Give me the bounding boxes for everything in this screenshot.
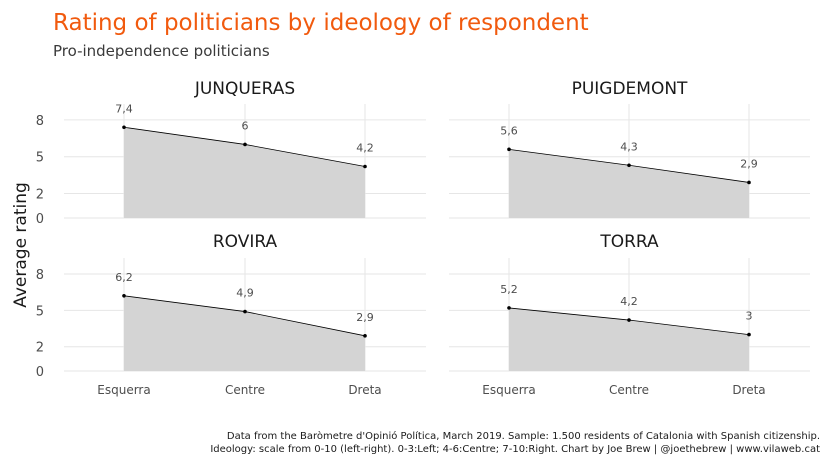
data-label-torra: 5,2 — [500, 283, 518, 296]
y-tick-label: 8 — [36, 114, 44, 129]
data-point-junqueras — [122, 125, 126, 130]
data-point-junqueras — [243, 142, 247, 147]
data-point-torra — [507, 306, 511, 310]
x-tick-label: Centre — [609, 383, 649, 397]
data-point-rovira — [243, 309, 247, 314]
y-tick-label: 8 — [36, 268, 44, 283]
data-point-junqueras — [363, 164, 367, 169]
data-point-puigdemont — [627, 163, 631, 168]
y-tick-label: 5 — [36, 151, 44, 166]
y-axis-label: Average rating — [11, 182, 31, 308]
data-label-junqueras: 6 — [242, 119, 249, 132]
data-point-puigdemont — [507, 147, 511, 152]
data-label-puigdemont: 5,6 — [500, 124, 518, 137]
facet-panels: JUNQUERAS 0 2 5 8 7,4 6 4,2 PUIGDEMONT 5,6 4,3 2,9 R… — [36, 79, 810, 397]
y-tick-label: 2 — [36, 187, 44, 202]
x-tick-label: Centre — [225, 383, 265, 397]
y-tick-label: 5 — [36, 304, 44, 319]
data-label-rovira: 2,9 — [356, 311, 374, 324]
chart-subtitle: Pro-independence politicians — [53, 42, 270, 60]
data-label-rovira: 4,9 — [236, 287, 254, 300]
x-tick-label: Dreta — [732, 383, 765, 397]
data-label-torra: 3 — [746, 310, 753, 323]
panel-title-junqueras: JUNQUERAS — [194, 79, 295, 99]
panel-title-puigdemont: PUIGDEMONT — [572, 79, 688, 99]
data-label-junqueras: 7,4 — [115, 102, 133, 115]
y-tick-label: 2 — [36, 341, 44, 356]
data-point-torra — [747, 332, 751, 337]
area-rovira — [124, 295, 365, 371]
y-tick-label: 0 — [36, 365, 44, 380]
area-puigdemont — [509, 149, 749, 218]
data-label-puigdemont: 2,9 — [740, 157, 758, 170]
data-point-torra — [627, 318, 631, 322]
data-label-torra: 4,2 — [620, 295, 638, 308]
data-point-puigdemont — [747, 180, 751, 185]
data-label-rovira: 6,2 — [115, 271, 133, 284]
data-point-rovira — [363, 334, 367, 338]
data-label-puigdemont: 4,3 — [620, 140, 638, 153]
data-label-junqueras: 4,2 — [356, 142, 374, 155]
area-torra — [509, 307, 749, 371]
y-tick-label: 0 — [36, 212, 44, 227]
chart-title: Rating of politicians by ideology of res… — [53, 10, 589, 36]
x-tick-label: Esquerra — [482, 383, 535, 397]
caption-line-2: Ideology: scale from 0-10 (left-right). … — [210, 444, 820, 455]
x-tick-label: Esquerra — [97, 383, 150, 397]
area-junqueras — [124, 127, 365, 218]
caption-line-1: Data from the Baròmetre d'Opinió Polític… — [227, 430, 820, 442]
panel-title-rovira: ROVIRA — [213, 232, 278, 252]
data-point-rovira — [122, 293, 126, 298]
panel-title-torra: TORRA — [599, 232, 659, 252]
x-tick-label: Dreta — [348, 383, 381, 397]
